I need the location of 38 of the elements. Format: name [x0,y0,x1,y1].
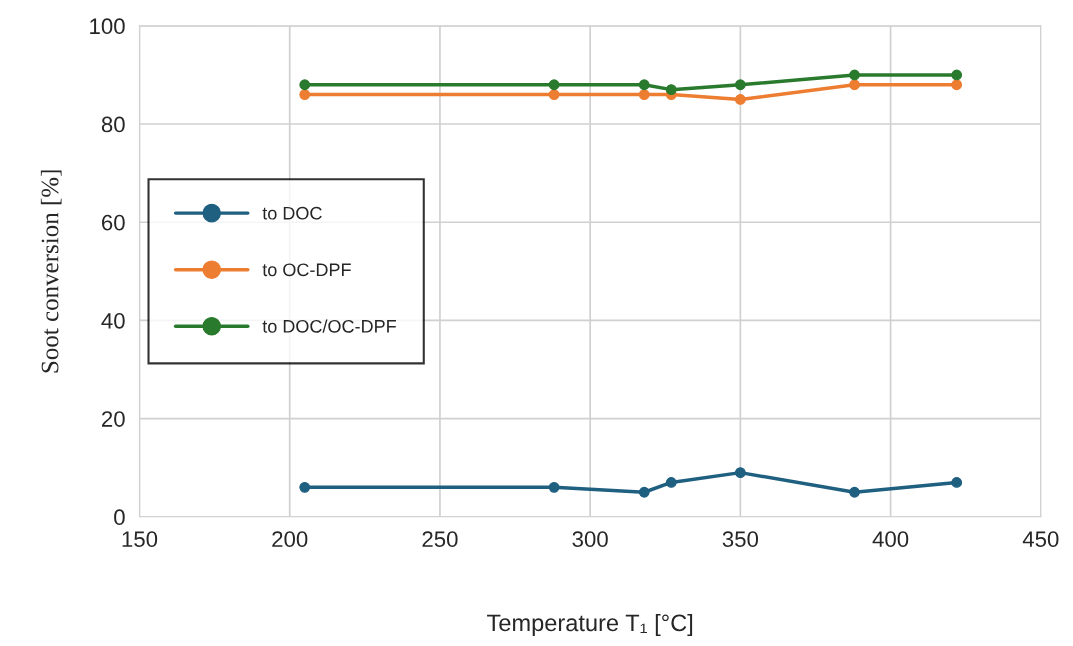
point [299,79,311,91]
x-tick-label: 300 [572,531,608,548]
point [734,94,746,105]
point [849,79,860,91]
point [951,477,963,488]
y-tick-label: 60 [102,214,125,231]
point [548,89,560,100]
point [299,481,311,493]
y-tick-label: 80 [101,116,125,133]
point [849,69,860,81]
y-tick-label: 20 [102,411,125,427]
point [734,79,746,91]
x-axis-title: Temperature T₁ [°C] [487,613,693,636]
x-tick-label: 400 [872,531,909,548]
legend-label: to DOC [262,206,322,220]
point [665,84,677,96]
y-tick-label: 100 [90,18,125,35]
point [638,79,650,91]
point [951,69,963,81]
x-tick-label: 200 [272,531,308,548]
point [665,477,677,488]
y-tick-label: 40 [101,312,125,329]
point [638,89,650,100]
point [849,486,860,498]
point [548,481,560,493]
x-tick-label: 150 [122,531,158,548]
x-tick-label: 350 [722,531,759,548]
y-axis-title: Soot conversion [%] [40,170,62,373]
y-tick-label: 0 [114,509,125,526]
x-tick-label: 450 [1022,531,1059,548]
legend-label: to DOC/OC-DPF [262,319,396,333]
point [734,467,746,478]
point [299,89,311,100]
point [548,79,560,91]
point [638,486,650,498]
point [951,79,963,91]
x-tick-label: 250 [422,531,458,548]
legend-label: to OC-DPF [262,263,351,277]
